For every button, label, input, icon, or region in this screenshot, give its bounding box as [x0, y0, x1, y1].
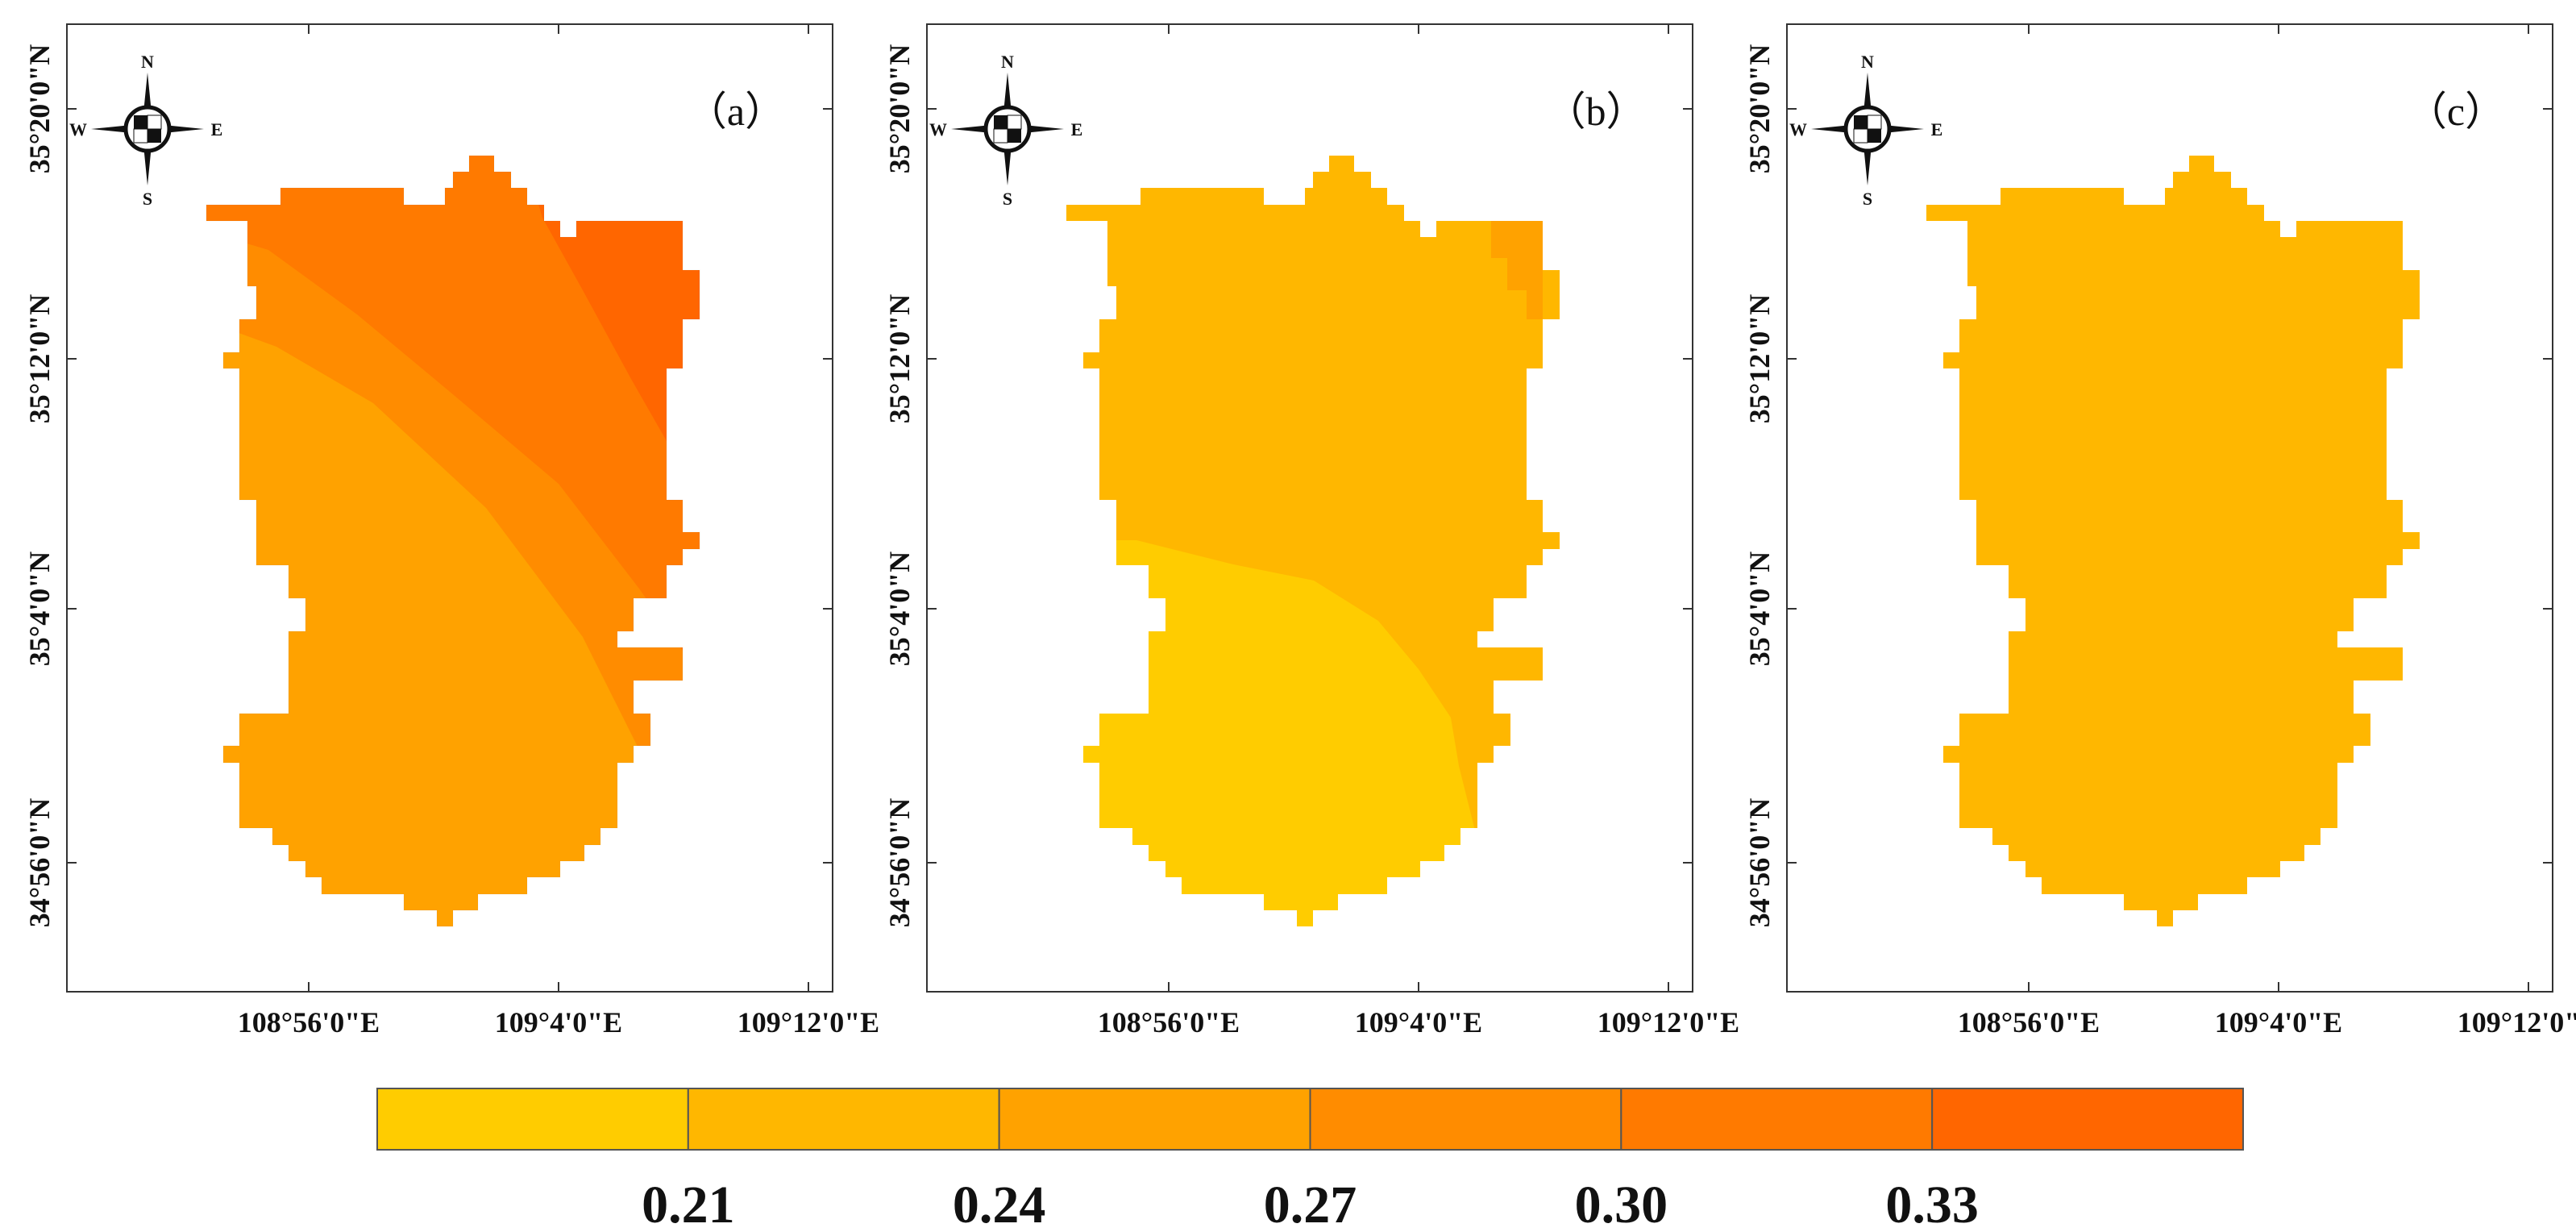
- legend-label: 0.27: [1264, 1176, 1357, 1232]
- legend-swatch: [687, 1088, 1000, 1151]
- y-tick-label: 35°4'0"N: [1743, 551, 1776, 666]
- compass-south-label: S: [143, 189, 152, 209]
- y-tick-label: 35°20'0"N: [1743, 44, 1776, 173]
- compass-east-label: E: [1931, 119, 1943, 139]
- legend-swatch: [1309, 1088, 1622, 1151]
- y-tick-label: 35°12'0"N: [23, 294, 56, 423]
- y-tick-label: 35°4'0"N: [23, 551, 56, 666]
- raster-region-b: [1066, 156, 1560, 926]
- legend-swatch: [1620, 1088, 1934, 1151]
- compass-east-label: E: [1071, 119, 1083, 139]
- compass-icon: N S W E: [929, 52, 1082, 209]
- panel-label: （a）: [687, 89, 785, 134]
- legend-label: 0.21: [642, 1176, 735, 1232]
- compass-north-label: N: [141, 52, 154, 72]
- legend-swatch: [1931, 1088, 2245, 1151]
- compass-west-label: W: [929, 119, 947, 139]
- y-tick-label: 35°12'0"N: [1743, 294, 1776, 423]
- compass-east-label: E: [211, 119, 223, 139]
- compass-west-label: W: [69, 119, 87, 139]
- x-tick-label: 109°4'0"E: [495, 1006, 622, 1038]
- y-tick-label: 35°4'0"N: [883, 551, 916, 666]
- x-tick-label: 109°4'0"E: [1355, 1006, 1482, 1038]
- annotations-panel-c: 35°20'0"N 35°12'0"N 35°4'0"N 34°56'0"N 108°5…: [1743, 24, 2576, 1038]
- legend-label: 0.24: [953, 1176, 1046, 1232]
- y-tick-label: 35°20'0"N: [883, 44, 916, 173]
- raster-region-c: [1926, 156, 2420, 926]
- x-tick-label: 109°12'0"E: [2458, 1006, 2576, 1038]
- x-tick-label: 109°4'0"E: [2215, 1006, 2342, 1038]
- map-panel-c: [1786, 23, 2553, 993]
- compass-west-label: W: [1789, 119, 1807, 139]
- y-tick-label: 34°56'0"N: [1743, 798, 1776, 927]
- y-tick-label: 35°12'0"N: [883, 294, 916, 423]
- legend-label: 0.30: [1575, 1176, 1668, 1232]
- map-panel-a: [66, 23, 833, 993]
- y-tick-label: 34°56'0"N: [23, 798, 56, 927]
- panel-label: （b）: [1546, 89, 1647, 134]
- compass-south-label: S: [1003, 189, 1012, 209]
- y-tick-label: 34°56'0"N: [883, 798, 916, 927]
- compass-icon: N S W E: [1789, 52, 1942, 209]
- zone-class-3-patch: [1491, 221, 1543, 319]
- annotations-panel-a: 35°20'0"N 35°12'0"N 35°4'0"N 34°56'0"N 108°5…: [23, 24, 879, 1038]
- panel-label: （c）: [2407, 89, 2505, 134]
- compass-north-label: N: [1001, 52, 1014, 72]
- x-tick-label: 109°12'0"E: [737, 1006, 879, 1038]
- x-tick-label: 108°56'0"E: [238, 1006, 380, 1038]
- legend-label: 0.33: [1885, 1176, 1979, 1232]
- zone-class-2: [1926, 156, 2420, 926]
- map-panel-b: [926, 23, 1693, 993]
- y-tick-label: 35°20'0"N: [23, 44, 56, 173]
- figure-annotations: 35°20'0"N 35°12'0"N 35°4'0"N 34°56'0"N 108°5…: [23, 24, 2576, 1232]
- zone-class-1: [1066, 540, 1483, 926]
- compass-south-label: S: [1863, 189, 1872, 209]
- x-tick-label: 109°12'0"E: [1598, 1006, 1739, 1038]
- legend-swatch: [376, 1088, 689, 1151]
- legend-colorbar: 0.21 0.24 0.27 0.30 0.33: [376, 1088, 2245, 1232]
- x-tick-label: 108°56'0"E: [1098, 1006, 1240, 1038]
- compass-icon: N S W E: [69, 52, 222, 209]
- compass-north-label: N: [1861, 52, 1874, 72]
- legend-swatch: [998, 1088, 1311, 1151]
- x-tick-label: 108°56'0"E: [1958, 1006, 2100, 1038]
- annotations-panel-b: 35°20'0"N 35°12'0"N 35°4'0"N 34°56'0"N 108°5…: [883, 24, 1739, 1038]
